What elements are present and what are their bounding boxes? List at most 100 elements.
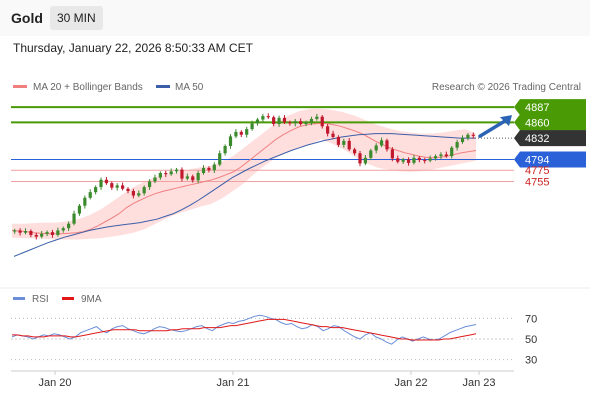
candle-body bbox=[266, 116, 270, 118]
candle-body bbox=[245, 129, 249, 135]
candle-body bbox=[471, 134, 475, 136]
x-tick-label: Jan 23 bbox=[462, 377, 495, 389]
candle-body bbox=[304, 122, 308, 125]
candle bbox=[374, 143, 378, 154]
candle-body bbox=[326, 126, 330, 134]
candle-body bbox=[309, 118, 314, 123]
candle bbox=[460, 135, 465, 144]
candle bbox=[169, 168, 173, 176]
candle bbox=[412, 154, 416, 165]
rsi-line bbox=[11, 314, 477, 345]
candle bbox=[239, 130, 243, 137]
candle bbox=[88, 189, 92, 200]
candle-body bbox=[174, 169, 179, 172]
ma20-legend-label: MA 20 + Bollinger Bands bbox=[33, 82, 143, 93]
candle bbox=[218, 150, 222, 167]
rsi-tick-50: 50 bbox=[525, 334, 537, 346]
candle-body bbox=[56, 230, 60, 235]
candle-body bbox=[433, 156, 438, 159]
candle-body bbox=[191, 176, 195, 181]
candle bbox=[326, 124, 330, 137]
x-tick-label: Jan 20 bbox=[38, 377, 71, 389]
candle bbox=[293, 118, 297, 127]
candle bbox=[185, 173, 189, 181]
candle-body bbox=[13, 230, 17, 232]
candle bbox=[115, 183, 119, 191]
candle-body bbox=[374, 145, 378, 151]
level-label-4755: 4755 bbox=[525, 176, 549, 188]
rsi-pane: 70 50 30 bbox=[11, 313, 537, 367]
ma20-line bbox=[11, 123, 477, 235]
interval-selector[interactable]: 30 MIN bbox=[50, 6, 103, 30]
candle bbox=[309, 116, 314, 126]
candle bbox=[299, 118, 303, 126]
candle bbox=[406, 157, 411, 166]
candle bbox=[471, 132, 475, 139]
price-tag-4794: 4794 bbox=[514, 151, 586, 168]
price-tag-label: 4794 bbox=[525, 155, 549, 167]
price-tag-label: 4887 bbox=[525, 102, 549, 114]
candle-body bbox=[196, 173, 200, 181]
candle bbox=[466, 133, 470, 141]
candle bbox=[331, 130, 335, 139]
candle bbox=[315, 113, 319, 121]
candle-body bbox=[153, 177, 157, 182]
candle bbox=[13, 228, 17, 234]
candle-body bbox=[320, 116, 324, 127]
candle bbox=[417, 156, 421, 163]
candle bbox=[137, 190, 141, 198]
candle bbox=[104, 176, 109, 185]
candle-body bbox=[67, 223, 71, 229]
candle-body bbox=[369, 150, 373, 158]
candle-body bbox=[40, 233, 44, 237]
candle bbox=[363, 154, 367, 166]
rsi-tick-30: 30 bbox=[525, 355, 537, 367]
candle-body bbox=[234, 131, 238, 137]
candle bbox=[336, 135, 341, 148]
candle bbox=[428, 155, 432, 163]
candle-body bbox=[83, 197, 87, 206]
candle-body bbox=[164, 173, 168, 175]
price-tag-4887: 4887 bbox=[514, 99, 586, 116]
candle bbox=[277, 115, 281, 127]
candle bbox=[40, 231, 44, 239]
candle-body bbox=[142, 187, 146, 194]
arrow-head bbox=[500, 115, 512, 127]
candle bbox=[164, 170, 168, 177]
candle-body bbox=[169, 171, 173, 175]
candle bbox=[110, 181, 114, 190]
x-tick-label: Jan 22 bbox=[394, 377, 427, 389]
candle-body bbox=[18, 230, 22, 233]
candle bbox=[342, 138, 346, 148]
candle-body bbox=[223, 145, 227, 154]
candle-body bbox=[336, 136, 341, 145]
candle-body bbox=[379, 140, 384, 146]
candle bbox=[266, 113, 270, 119]
datetime-label: Thursday, January 22, 2026 8:50:33 AM CE… bbox=[13, 41, 253, 55]
candle-body bbox=[401, 159, 405, 162]
candle bbox=[385, 138, 389, 152]
candle-body bbox=[390, 149, 394, 159]
candle-body bbox=[455, 142, 459, 148]
candle bbox=[234, 129, 238, 139]
candle bbox=[147, 179, 152, 190]
candle-body bbox=[23, 231, 28, 233]
candle-body bbox=[261, 116, 265, 120]
price-tag-bg bbox=[514, 114, 586, 131]
ma20-legend-swatch bbox=[13, 85, 27, 88]
candle-body bbox=[29, 231, 33, 235]
candle bbox=[272, 115, 276, 127]
candle-body bbox=[412, 157, 416, 163]
price-tag-4832: 4832 bbox=[514, 130, 586, 147]
candle-body bbox=[77, 205, 82, 214]
candle bbox=[142, 185, 146, 196]
candle-body bbox=[121, 185, 125, 189]
candle-body bbox=[466, 134, 470, 139]
candle-body bbox=[45, 232, 49, 234]
candle bbox=[358, 151, 362, 167]
candle bbox=[77, 203, 82, 216]
candle bbox=[207, 166, 211, 173]
symbol-title: Gold bbox=[11, 10, 43, 26]
